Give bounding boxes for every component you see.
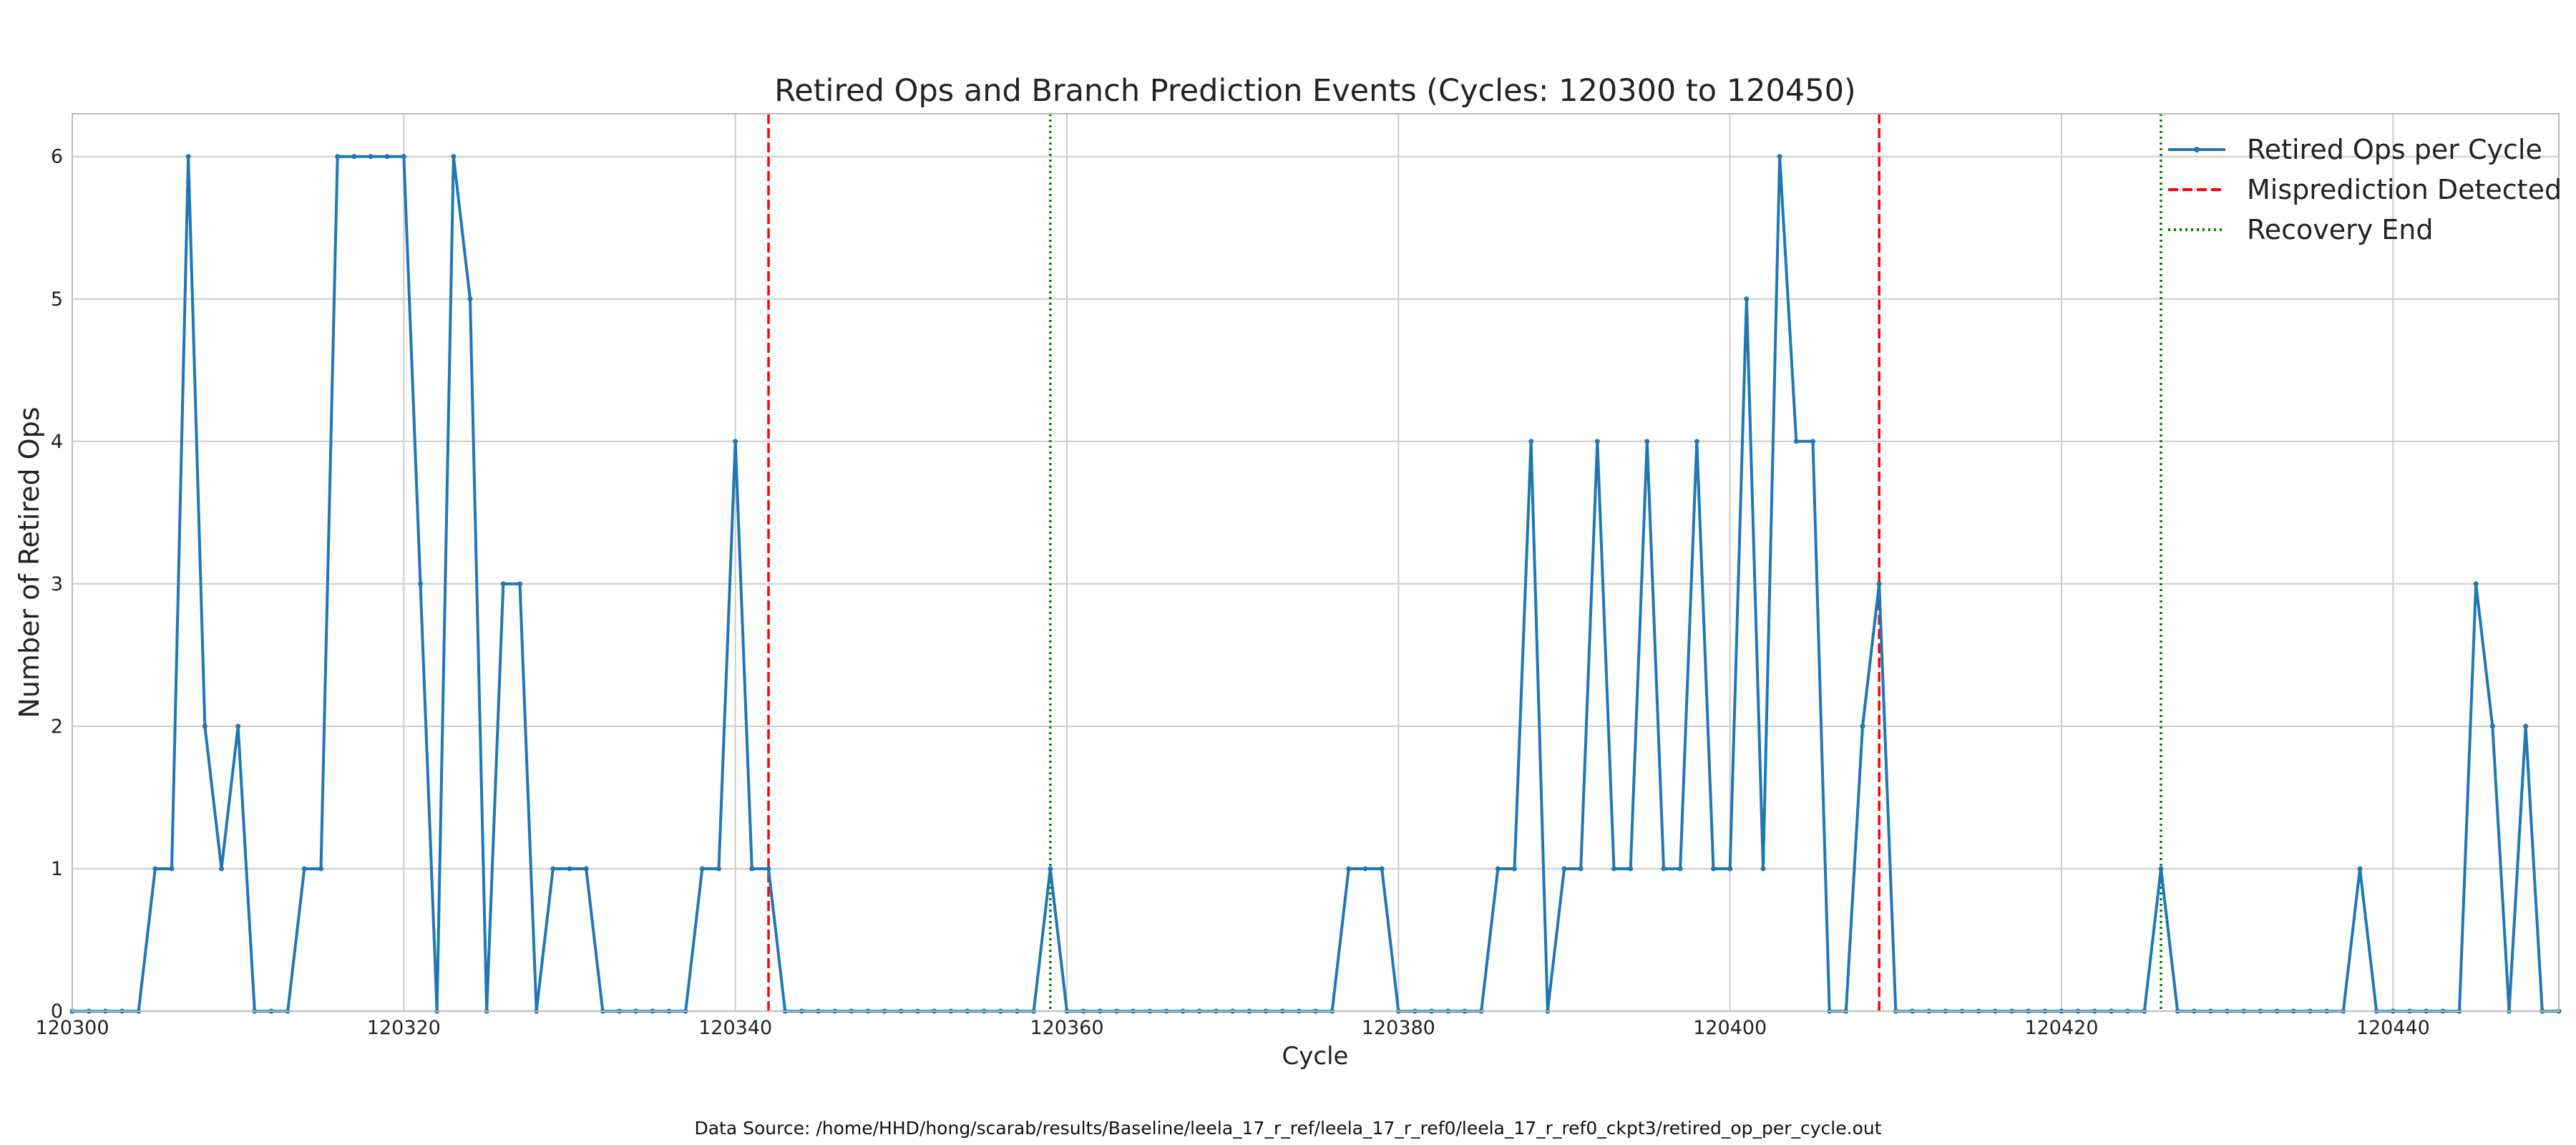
data-point xyxy=(2473,581,2479,587)
x-tick-label: 120400 xyxy=(1693,1017,1767,1039)
data-point xyxy=(351,154,357,160)
data-point xyxy=(318,866,323,872)
data-point xyxy=(1495,866,1501,872)
x-tick-label: 120340 xyxy=(698,1017,772,1039)
data-point xyxy=(169,866,175,872)
y-tick-label: 6 xyxy=(51,146,63,168)
data-point xyxy=(1711,866,1716,872)
data-point xyxy=(384,154,390,160)
legend-label: Retired Ops per Cycle xyxy=(2247,134,2542,165)
data-point xyxy=(550,866,556,872)
data-point xyxy=(1628,866,1634,872)
data-point xyxy=(1677,866,1683,872)
legend: Retired Ops per Cycle Misprediction Detec… xyxy=(2168,134,2562,245)
data-point xyxy=(1594,439,1600,444)
data-point xyxy=(467,296,473,302)
data-point xyxy=(1744,296,1750,302)
data-point xyxy=(716,866,721,872)
data-point xyxy=(1793,439,1799,444)
data-point xyxy=(517,581,522,587)
data-point xyxy=(766,866,771,872)
x-tick-label: 120380 xyxy=(1362,1017,1435,1039)
data-point xyxy=(1578,866,1584,872)
data-point xyxy=(301,866,307,872)
data-point xyxy=(1694,439,1699,444)
data-point xyxy=(2158,866,2164,872)
data-point xyxy=(1362,866,1368,872)
data-point xyxy=(2357,866,2363,872)
data-point xyxy=(1048,866,1053,872)
data-point xyxy=(185,154,191,160)
data-point xyxy=(1876,581,1882,587)
y-tick-label: 1 xyxy=(51,858,63,880)
data-point xyxy=(567,866,572,872)
y-axis-label: Number of Retired Ops xyxy=(14,406,45,718)
legend-label: Misprediction Detected xyxy=(2247,174,2562,205)
data-point xyxy=(219,866,224,872)
data-point xyxy=(235,723,241,729)
y-tick-label: 5 xyxy=(51,288,63,311)
legend-marker xyxy=(2194,147,2200,152)
data-point xyxy=(2489,723,2495,729)
y-tick-label: 4 xyxy=(51,431,63,453)
data-point xyxy=(733,439,738,444)
x-tick-label: 120320 xyxy=(367,1017,441,1039)
data-point xyxy=(1860,723,1865,729)
data-point xyxy=(202,723,208,729)
legend-label: Recovery End xyxy=(2247,214,2434,245)
data-point xyxy=(418,581,423,587)
data-point xyxy=(749,866,755,872)
data-point xyxy=(152,866,158,872)
chart-title: Retired Ops and Branch Prediction Events… xyxy=(774,73,1855,109)
x-axis-label: Cycle xyxy=(1282,1042,1349,1071)
y-tick-label: 3 xyxy=(51,573,63,595)
x-tick-label: 120420 xyxy=(2024,1017,2098,1039)
event-lines xyxy=(767,114,2162,1011)
plot-area xyxy=(72,114,2559,1011)
y-tick-label: 0 xyxy=(51,1000,63,1023)
x-tick-label: 120440 xyxy=(2356,1017,2430,1039)
data-point xyxy=(1661,866,1667,872)
data-point xyxy=(1512,866,1517,872)
y-tick-label: 2 xyxy=(51,716,63,738)
data-point xyxy=(368,154,374,160)
data-point xyxy=(1760,866,1766,872)
data-point xyxy=(335,154,341,160)
x-tick-label: 120300 xyxy=(35,1017,109,1039)
data-point xyxy=(1777,154,1782,160)
data-point xyxy=(1379,866,1385,872)
data-point xyxy=(401,154,406,160)
data-point xyxy=(1644,439,1650,444)
data-point xyxy=(1810,439,1815,444)
plot-frame xyxy=(72,113,2560,1012)
data-point xyxy=(699,866,705,872)
x-tick-label: 120360 xyxy=(1030,1017,1103,1039)
data-point xyxy=(2523,723,2529,729)
data-point xyxy=(1528,439,1534,444)
tick-labels: 120300 120320 120340 120360 120380 120400 1204… xyxy=(35,146,2429,1039)
data-point xyxy=(451,154,457,160)
data-point xyxy=(1611,866,1616,872)
data-source-footer: Data Source: /home/HHD/hong/scarab/resul… xyxy=(694,1118,1882,1139)
data-point xyxy=(1561,866,1567,872)
data-point xyxy=(583,866,589,872)
data-point xyxy=(500,581,506,587)
data-point xyxy=(1346,866,1352,872)
data-point xyxy=(1727,866,1733,872)
